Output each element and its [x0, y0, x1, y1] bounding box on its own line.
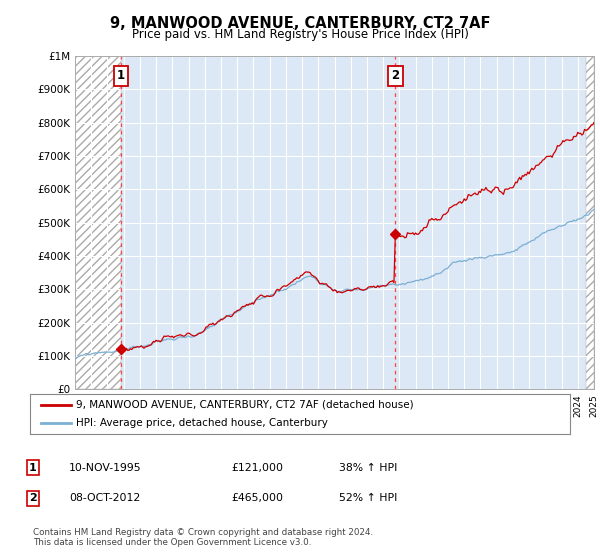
Text: 38% ↑ HPI: 38% ↑ HPI: [339, 463, 397, 473]
Bar: [586, 56, 594, 389]
Text: 1: 1: [117, 69, 125, 82]
Text: £465,000: £465,000: [231, 493, 283, 503]
Bar: [75, 56, 121, 389]
Text: Contains HM Land Registry data © Crown copyright and database right 2024.
This d: Contains HM Land Registry data © Crown c…: [33, 528, 373, 547]
Text: 1: 1: [29, 463, 37, 473]
Text: 10-NOV-1995: 10-NOV-1995: [69, 463, 142, 473]
Text: 2: 2: [391, 69, 400, 82]
Text: 9, MANWOOD AVENUE, CANTERBURY, CT2 7AF (detached house): 9, MANWOOD AVENUE, CANTERBURY, CT2 7AF (…: [76, 400, 413, 409]
Text: 08-OCT-2012: 08-OCT-2012: [69, 493, 140, 503]
Text: 52% ↑ HPI: 52% ↑ HPI: [339, 493, 397, 503]
Text: 2: 2: [29, 493, 37, 503]
Text: £121,000: £121,000: [231, 463, 283, 473]
Text: 9, MANWOOD AVENUE, CANTERBURY, CT2 7AF: 9, MANWOOD AVENUE, CANTERBURY, CT2 7AF: [110, 16, 490, 31]
Text: HPI: Average price, detached house, Canterbury: HPI: Average price, detached house, Cant…: [76, 418, 328, 428]
Text: Price paid vs. HM Land Registry's House Price Index (HPI): Price paid vs. HM Land Registry's House …: [131, 28, 469, 41]
